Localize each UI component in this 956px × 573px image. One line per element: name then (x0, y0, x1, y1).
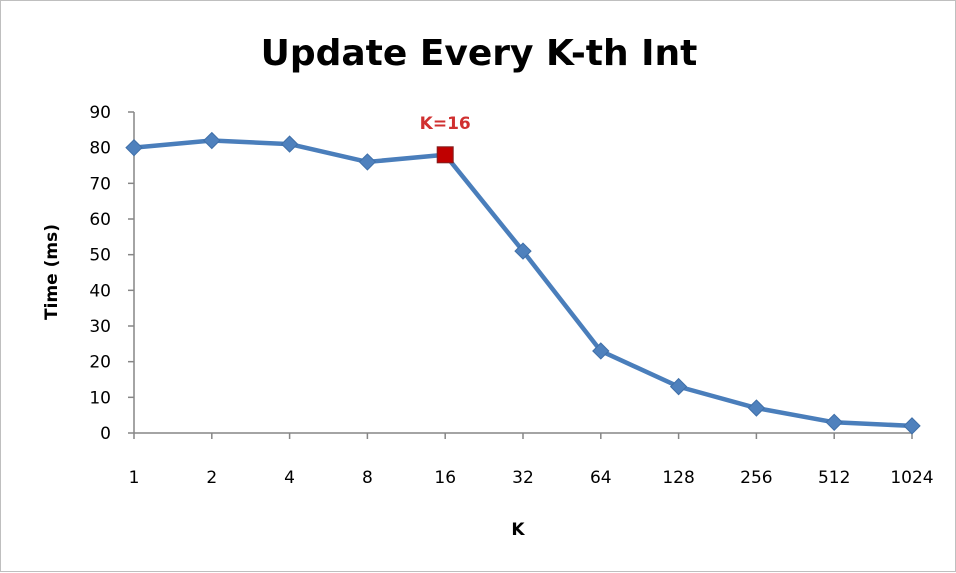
data-point (125, 138, 143, 157)
x-tick-label: 8 (362, 468, 373, 488)
data-point (747, 399, 766, 417)
data-points (125, 131, 921, 435)
y-axis-ticks: 0 10 20 30 40 50 60 70 80 90 (89, 103, 134, 444)
y-tick-label: 80 (89, 139, 111, 159)
data-point (280, 135, 299, 153)
x-tick-label: 16 (434, 468, 456, 488)
x-tick-label: 32 (512, 468, 534, 488)
y-tick-label: 20 (89, 353, 111, 373)
data-point (358, 153, 377, 171)
annotation-label: K=16 (420, 114, 471, 134)
y-tick-label: 10 (89, 388, 111, 408)
x-tick-label: 256 (740, 468, 772, 488)
x-tick-label: 2 (206, 468, 217, 488)
x-tick-label: 1024 (890, 468, 933, 488)
x-tick-label: 1 (129, 468, 140, 488)
x-axis-label: K (511, 520, 525, 540)
chart-title: Update Every K-th Int (261, 33, 698, 74)
data-point (592, 342, 610, 360)
highlight-point (436, 146, 454, 164)
data-point (825, 413, 843, 432)
y-axis-label: Time (ms) (42, 224, 62, 320)
y-tick-label: 70 (89, 174, 111, 194)
x-tick-label: 64 (590, 468, 612, 488)
y-tick-label: 60 (89, 210, 111, 230)
y-tick-label: 30 (89, 317, 111, 337)
series-line-group (133, 138, 913, 429)
y-tick-label: 50 (89, 246, 111, 266)
data-point (203, 131, 221, 150)
x-tick-label: 128 (662, 468, 694, 488)
data-point (669, 377, 688, 396)
data-point (903, 417, 921, 435)
data-point (514, 242, 532, 260)
y-tick-label: 40 (89, 281, 111, 301)
x-tick-label: 4 (284, 468, 295, 488)
x-tick-label: 512 (818, 468, 850, 488)
x-axis-ticks: 1 2 4 8 16 32 64 128 256 512 1024 (129, 433, 934, 488)
series-line (133, 138, 913, 429)
y-tick-label: 0 (100, 424, 111, 444)
y-tick-label: 90 (89, 103, 111, 123)
